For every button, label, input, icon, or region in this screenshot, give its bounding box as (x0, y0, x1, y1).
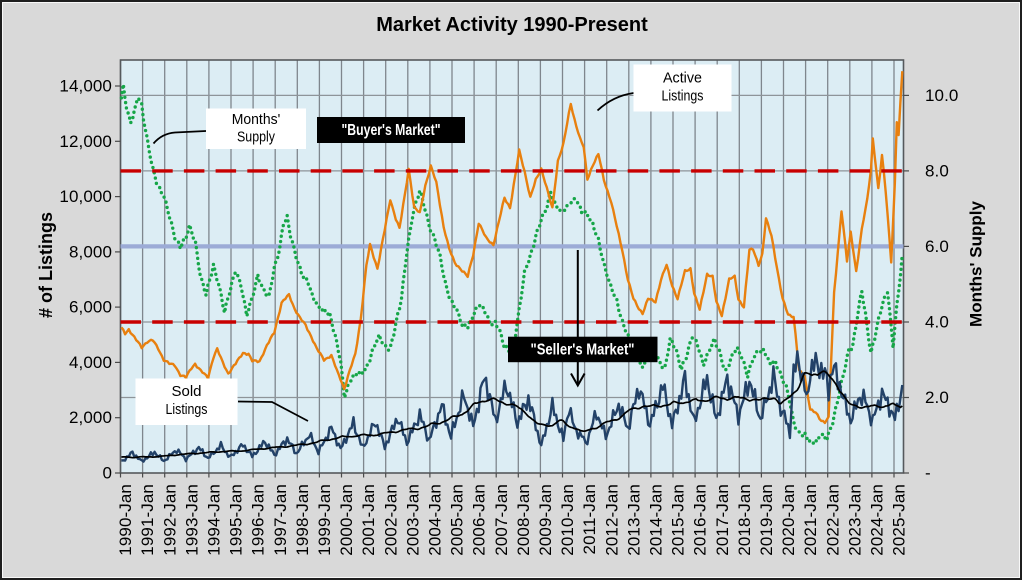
svg-text:2,000: 2,000 (69, 408, 112, 427)
svg-text:10,000: 10,000 (59, 187, 112, 206)
svg-text:2000-Jan: 2000-Jan (337, 484, 356, 556)
svg-text:2011-Jan: 2011-Jan (580, 484, 599, 554)
svg-text:1999-Jan: 1999-Jan (315, 484, 334, 556)
svg-text:2002-Jan: 2002-Jan (381, 484, 400, 556)
svg-text:2019-Jan: 2019-Jan (757, 484, 776, 556)
svg-text:2017-Jan: 2017-Jan (713, 484, 732, 556)
svg-text:2003-Jan: 2003-Jan (403, 484, 422, 556)
svg-text:# of Listings: # of Listings (36, 212, 56, 318)
svg-text:1994-Jan: 1994-Jan (205, 484, 224, 556)
svg-text:2021-Jan: 2021-Jan (801, 484, 820, 556)
svg-text:1998-Jan: 1998-Jan (293, 484, 312, 556)
svg-text:2007-Jan: 2007-Jan (492, 484, 511, 556)
svg-text:12,000: 12,000 (59, 132, 112, 151)
svg-text:Supply: Supply (237, 130, 276, 146)
svg-text:4,000: 4,000 (69, 353, 112, 372)
svg-text:2006-Jan: 2006-Jan (470, 484, 489, 556)
svg-text:Months': Months' (232, 112, 281, 128)
svg-text:"Buyer's Market": "Buyer's Market" (342, 122, 441, 139)
svg-text:2008-Jan: 2008-Jan (514, 484, 533, 556)
svg-text:14,000: 14,000 (59, 77, 112, 96)
svg-text:2025-Jan: 2025-Jan (890, 484, 909, 556)
svg-text:Listings: Listings (662, 89, 704, 105)
svg-text:2016-Jan: 2016-Jan (691, 484, 710, 556)
svg-text:1991-Jan: 1991-Jan (138, 484, 157, 556)
svg-text:1992-Jan: 1992-Jan (160, 484, 179, 556)
svg-text:10.0: 10.0 (925, 86, 959, 105)
svg-text:1993-Jan: 1993-Jan (182, 484, 201, 556)
svg-text:1997-Jan: 1997-Jan (271, 484, 290, 556)
svg-text:Months' Supply: Months' Supply (966, 201, 985, 327)
svg-text:2014-Jan: 2014-Jan (647, 484, 666, 556)
svg-text:8.0: 8.0 (925, 161, 949, 180)
svg-text:2020-Jan: 2020-Jan (779, 484, 798, 556)
svg-text:Listings: Listings (166, 402, 208, 418)
svg-text:6.0: 6.0 (925, 237, 949, 256)
svg-text:1995-Jan: 1995-Jan (227, 484, 246, 556)
svg-text:Market Activity 1990-Present: Market Activity 1990-Present (376, 14, 648, 36)
svg-text:0: 0 (102, 464, 112, 483)
svg-text:2022-Jan: 2022-Jan (823, 484, 842, 556)
svg-text:2001-Jan: 2001-Jan (359, 484, 378, 556)
svg-text:Sold: Sold (172, 384, 202, 400)
svg-text:1996-Jan: 1996-Jan (249, 484, 268, 556)
svg-text:Active: Active (663, 71, 702, 87)
svg-text:2024-Jan: 2024-Jan (868, 484, 887, 556)
svg-text:1990-Jan: 1990-Jan (116, 484, 135, 556)
svg-text:2010-Jan: 2010-Jan (558, 484, 577, 556)
svg-text:8,000: 8,000 (69, 242, 112, 261)
svg-text:2023-Jan: 2023-Jan (845, 484, 864, 556)
svg-text:2015-Jan: 2015-Jan (669, 484, 688, 556)
svg-text:2005-Jan: 2005-Jan (448, 484, 467, 556)
svg-text:2004-Jan: 2004-Jan (426, 484, 445, 556)
svg-text:-: - (925, 464, 931, 483)
svg-text:"Seller's Market": "Seller's Market" (531, 342, 635, 359)
svg-text:6,000: 6,000 (69, 298, 112, 317)
svg-text:2012-Jan: 2012-Jan (602, 484, 621, 556)
svg-text:4.0: 4.0 (925, 313, 949, 332)
svg-text:2013-Jan: 2013-Jan (624, 484, 643, 556)
svg-text:2009-Jan: 2009-Jan (536, 484, 555, 556)
svg-text:2018-Jan: 2018-Jan (735, 484, 754, 556)
svg-text:2.0: 2.0 (925, 388, 949, 407)
